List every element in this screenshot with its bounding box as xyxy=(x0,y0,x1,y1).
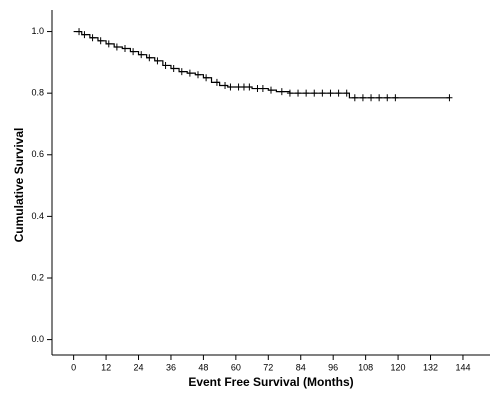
censor-mark xyxy=(105,40,112,48)
x-tick-label: 144 xyxy=(455,362,470,372)
censor-mark xyxy=(392,94,399,102)
x-tick-label: 12 xyxy=(101,362,111,372)
y-tick-label: 0.2 xyxy=(31,272,44,282)
censor-mark xyxy=(89,34,96,42)
x-tick-label: 84 xyxy=(296,362,306,372)
x-tick-label: 108 xyxy=(358,362,373,372)
y-tick-label: 1.0 xyxy=(31,26,44,36)
censor-mark xyxy=(222,81,229,89)
censor-mark xyxy=(122,45,128,53)
y-tick-label: 0.0 xyxy=(31,334,44,344)
x-axis-title: Event Free Survival (Months) xyxy=(188,375,353,389)
censor-mark xyxy=(303,89,310,97)
censor-mark xyxy=(186,69,193,77)
censor-mark xyxy=(203,74,210,82)
x-tick-label: 60 xyxy=(231,362,241,372)
x-tick-label: 36 xyxy=(166,362,176,372)
censor-mark xyxy=(213,78,220,86)
x-tick-label: 120 xyxy=(391,362,406,372)
censor-mark xyxy=(246,83,253,91)
censor-mark xyxy=(254,85,261,93)
censor-mark xyxy=(259,85,266,93)
censor-mark xyxy=(170,65,177,73)
x-tick-label: 0 xyxy=(71,362,76,372)
censor-mark xyxy=(295,89,302,97)
censor-mark xyxy=(335,89,342,97)
x-tick-label: 96 xyxy=(328,362,338,372)
censor-mark xyxy=(146,54,153,62)
censor-mark xyxy=(113,43,120,51)
x-tick-label: 48 xyxy=(198,362,208,372)
censor-mark xyxy=(286,89,293,97)
censor-mark xyxy=(384,94,391,102)
x-tick-label: 24 xyxy=(134,362,144,372)
censor-mark xyxy=(235,83,242,91)
censor-mark xyxy=(319,89,326,97)
censor-mark xyxy=(268,86,274,94)
censor-mark xyxy=(446,94,453,102)
censor-mark xyxy=(351,94,358,102)
y-tick-label: 0.8 xyxy=(31,88,44,98)
censor-mark xyxy=(138,51,145,59)
y-tick-label: 0.4 xyxy=(31,211,44,221)
x-tick-label: 72 xyxy=(263,362,273,372)
censor-mark xyxy=(240,83,247,91)
censor-mark xyxy=(368,94,375,102)
censor-mark xyxy=(81,31,88,39)
censor-mark xyxy=(178,68,185,76)
censor-mark xyxy=(359,94,366,102)
censor-mark xyxy=(76,28,83,36)
y-tick-label: 0.6 xyxy=(31,149,44,159)
censor-mark xyxy=(327,89,334,97)
censor-mark xyxy=(376,94,383,102)
censor-mark xyxy=(227,83,234,91)
censor-mark xyxy=(278,88,285,96)
censor-mark xyxy=(97,37,104,45)
y-axis-title: Cumulative Survival xyxy=(12,128,26,243)
survival-curve xyxy=(73,30,450,99)
censor-mark xyxy=(311,89,318,97)
censor-mark xyxy=(343,89,350,97)
censor-mark xyxy=(130,48,137,56)
censor-mark xyxy=(162,61,169,69)
x-tick-label: 132 xyxy=(423,362,438,372)
censor-mark xyxy=(154,57,161,65)
censor-mark xyxy=(195,71,201,79)
